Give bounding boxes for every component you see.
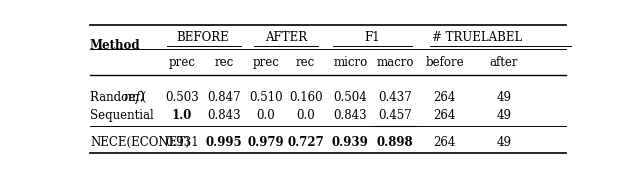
Text: after: after bbox=[490, 56, 518, 69]
Text: 49: 49 bbox=[497, 110, 511, 122]
Text: 0.457: 0.457 bbox=[378, 110, 412, 122]
Text: ref.: ref. bbox=[124, 91, 144, 104]
Text: 0.995: 0.995 bbox=[205, 136, 242, 149]
Text: 0.504: 0.504 bbox=[333, 91, 367, 104]
Text: BEFORE: BEFORE bbox=[177, 31, 229, 44]
Text: 0.437: 0.437 bbox=[378, 91, 412, 104]
Text: macro: macro bbox=[376, 56, 413, 69]
Text: ): ) bbox=[140, 91, 144, 104]
Text: 49: 49 bbox=[497, 136, 511, 149]
Text: F1: F1 bbox=[365, 31, 380, 44]
Text: rec: rec bbox=[296, 56, 316, 69]
Text: 0.503: 0.503 bbox=[165, 91, 198, 104]
Text: 0.160: 0.160 bbox=[289, 91, 323, 104]
Text: 0.0: 0.0 bbox=[257, 110, 275, 122]
Text: 264: 264 bbox=[433, 91, 456, 104]
Text: 0.843: 0.843 bbox=[207, 110, 241, 122]
Text: Random (: Random ( bbox=[90, 91, 147, 104]
Text: # TRUELABEL: # TRUELABEL bbox=[431, 31, 522, 44]
Text: 264: 264 bbox=[433, 110, 456, 122]
Text: micro: micro bbox=[333, 56, 367, 69]
Text: 0.847: 0.847 bbox=[207, 91, 241, 104]
Text: before: before bbox=[425, 56, 464, 69]
Text: 0.727: 0.727 bbox=[287, 136, 324, 149]
Text: rec: rec bbox=[214, 56, 234, 69]
Text: 0.843: 0.843 bbox=[333, 110, 367, 122]
Text: 0.931: 0.931 bbox=[165, 136, 198, 149]
Text: prec: prec bbox=[168, 56, 195, 69]
Text: 0.0: 0.0 bbox=[296, 110, 315, 122]
Text: 0.510: 0.510 bbox=[249, 91, 283, 104]
Text: 0.979: 0.979 bbox=[248, 136, 284, 149]
Text: Method: Method bbox=[90, 39, 141, 52]
Text: prec: prec bbox=[253, 56, 280, 69]
Text: 49: 49 bbox=[497, 91, 511, 104]
Text: 264: 264 bbox=[433, 136, 456, 149]
Text: NECE(ECONET): NECE(ECONET) bbox=[90, 136, 189, 149]
Text: 0.939: 0.939 bbox=[332, 136, 369, 149]
Text: AFTER: AFTER bbox=[265, 31, 307, 44]
Text: Sequential: Sequential bbox=[90, 110, 154, 122]
Text: 0.898: 0.898 bbox=[377, 136, 413, 149]
Text: 1.0: 1.0 bbox=[172, 110, 192, 122]
